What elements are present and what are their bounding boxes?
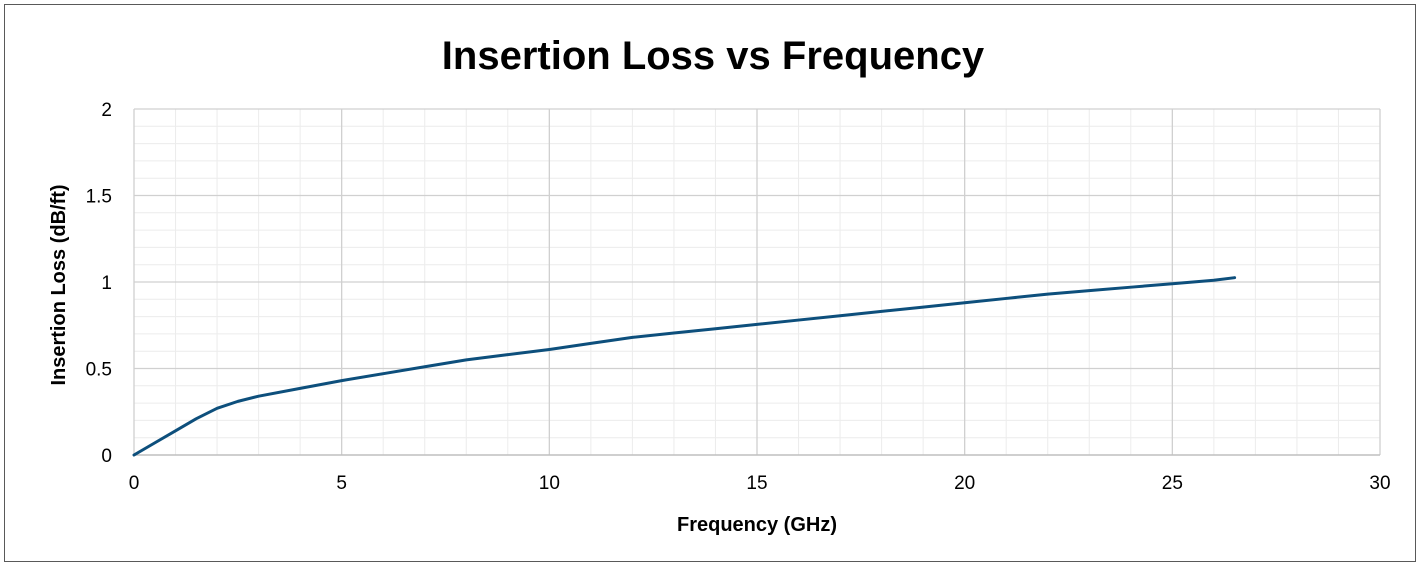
x-tick-label: 10 <box>539 473 560 494</box>
y-axis-title: Insertion Loss (dB/ft) <box>48 184 70 385</box>
x-tick-label: 25 <box>1162 473 1183 494</box>
x-tick-label: 15 <box>746 473 767 494</box>
chart-frame: 0 5 10 15 20 25 30 0 0.5 1 1.5 2 Insertion Loss vs… <box>4 4 1416 562</box>
x-axis-title: Frequency (GHz) <box>677 514 837 536</box>
x-tick-label: 30 <box>1369 473 1390 494</box>
y-axis-ticks: 0 0.5 1 1.5 2 <box>86 100 112 467</box>
series-line <box>132 276 1237 457</box>
x-tick-label: 0 <box>129 473 140 494</box>
y-tick-label: 2 <box>101 100 112 121</box>
x-tick-label: 20 <box>954 473 975 494</box>
y-tick-label: 1 <box>101 273 112 294</box>
insertion-loss-chart: 0 5 10 15 20 25 30 0 0.5 1 1.5 2 Insertion Loss vs… <box>48 34 1391 536</box>
series-group <box>132 276 1237 457</box>
chart-title: Insertion Loss vs Frequency <box>442 34 985 78</box>
y-tick-label: 1.5 <box>86 187 112 208</box>
y-tick-label: 0.5 <box>86 360 112 381</box>
major-gridlines <box>133 108 1381 455</box>
x-axis-ticks: 0 5 10 15 20 25 30 <box>129 473 1391 494</box>
y-tick-label: 0 <box>101 446 112 467</box>
x-tick-label: 5 <box>336 473 347 494</box>
